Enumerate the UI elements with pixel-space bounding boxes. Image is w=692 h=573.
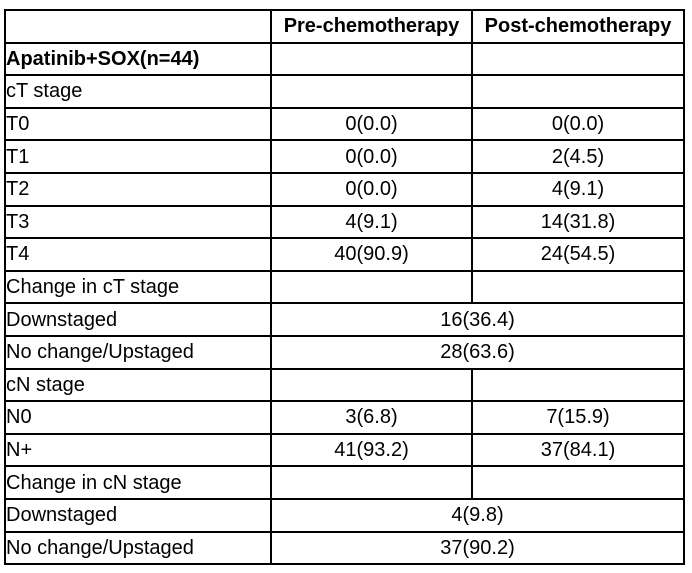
clinical-staging-table: Pre-chemotherapy Post-chemotherapy Apati…	[4, 9, 685, 566]
row-label-cell: No change/Upstaged	[4, 334, 272, 370]
row-label-cell: T0	[4, 106, 272, 142]
pre-chemotherapy-value-cell: 4(9.1)	[270, 204, 473, 240]
row-label-cell: cN stage	[4, 367, 272, 403]
post-chemotherapy-value-cell: 7(15.9)	[471, 400, 685, 435]
row-label-cell: Apatinib+SOX(n=44)	[4, 41, 272, 77]
table-row: Downstaged 4(9.8)	[4, 497, 685, 533]
pre-chemotherapy-value-cell	[270, 465, 473, 500]
post-chemotherapy-value-cell	[471, 41, 685, 77]
column-header-empty	[4, 9, 272, 44]
pre-chemotherapy-value-cell	[270, 367, 473, 403]
row-label-cell: N0	[4, 400, 272, 435]
row-label-cell: N+	[4, 432, 272, 468]
column-header-pre-chemotherapy: Pre-chemotherapy	[270, 9, 473, 44]
post-chemotherapy-value-cell: 2(4.5)	[471, 139, 685, 174]
table-row: cT stage	[4, 74, 685, 109]
pre-chemotherapy-value-cell: 3(6.8)	[270, 400, 473, 435]
merged-value-cell: 16(36.4)	[270, 302, 685, 337]
row-label-cell: T4	[4, 237, 272, 272]
merged-value-cell: 28(63.6)	[270, 334, 685, 370]
row-label-cell: No change/Upstaged	[4, 530, 272, 566]
staging-table-container: Pre-chemotherapy Post-chemotherapy Apati…	[4, 9, 685, 566]
row-label-cell: cT stage	[4, 74, 272, 109]
row-label-cell: Downstaged	[4, 302, 272, 337]
pre-chemotherapy-value-cell: 41(93.2)	[270, 432, 473, 468]
pre-chemotherapy-value-cell	[270, 74, 473, 109]
table-row: T1 0(0.0) 2(4.5)	[4, 139, 685, 174]
pre-chemotherapy-value-cell: 0(0.0)	[270, 106, 473, 142]
merged-value-cell: 37(90.2)	[270, 530, 685, 566]
post-chemotherapy-value-cell	[471, 74, 685, 109]
table-row: N0 3(6.8) 7(15.9)	[4, 400, 685, 435]
post-chemotherapy-value-cell: 24(54.5)	[471, 237, 685, 272]
table-row: cN stage	[4, 367, 685, 403]
merged-value-cell: 4(9.8)	[270, 497, 685, 533]
row-label-cell: Downstaged	[4, 497, 272, 533]
table-row: T0 0(0.0) 0(0.0)	[4, 106, 685, 142]
table-row: Change in cN stage	[4, 465, 685, 500]
post-chemotherapy-value-cell: 37(84.1)	[471, 432, 685, 468]
pre-chemotherapy-value-cell: 40(90.9)	[270, 237, 473, 272]
table-row: N+ 41(93.2) 37(84.1)	[4, 432, 685, 468]
post-chemotherapy-value-cell	[471, 269, 685, 305]
pre-chemotherapy-value-cell	[270, 41, 473, 77]
pre-chemotherapy-value-cell: 0(0.0)	[270, 139, 473, 174]
row-label-cell: Change in cT stage	[4, 269, 272, 305]
table-row: Change in cT stage	[4, 269, 685, 305]
pre-chemotherapy-value-cell: 0(0.0)	[270, 171, 473, 207]
row-label-cell: T2	[4, 171, 272, 207]
table-row: No change/Upstaged 28(63.6)	[4, 334, 685, 370]
row-label-cell: T1	[4, 139, 272, 174]
row-label-cell: Change in cN stage	[4, 465, 272, 500]
post-chemotherapy-value-cell: 0(0.0)	[471, 106, 685, 142]
table-row: Apatinib+SOX(n=44)	[4, 41, 685, 77]
table-row: T4 40(90.9) 24(54.5)	[4, 237, 685, 272]
table-row: Downstaged 16(36.4)	[4, 302, 685, 337]
post-chemotherapy-value-cell	[471, 465, 685, 500]
pre-chemotherapy-value-cell	[270, 269, 473, 305]
column-header-post-chemotherapy: Post-chemotherapy	[471, 9, 685, 44]
post-chemotherapy-value-cell: 4(9.1)	[471, 171, 685, 207]
table-row: T3 4(9.1) 14(31.8)	[4, 204, 685, 240]
table-row: T2 0(0.0) 4(9.1)	[4, 171, 685, 207]
table-row: No change/Upstaged 37(90.2)	[4, 530, 685, 566]
post-chemotherapy-value-cell: 14(31.8)	[471, 204, 685, 240]
post-chemotherapy-value-cell	[471, 367, 685, 403]
table-body: Apatinib+SOX(n=44) cT stage T0 0(0.0) 0(0.0)…	[4, 41, 685, 566]
row-label-cell: T3	[4, 204, 272, 240]
header-row: Pre-chemotherapy Post-chemotherapy	[4, 9, 685, 44]
